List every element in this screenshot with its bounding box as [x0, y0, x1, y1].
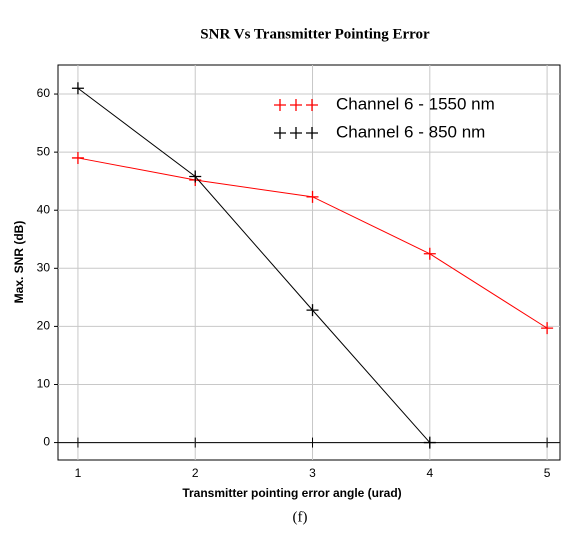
y-tick-label: 60	[37, 86, 51, 100]
marker	[274, 99, 286, 111]
y-tick-label: 40	[37, 202, 51, 216]
y-tick-label: 30	[37, 260, 51, 274]
marker	[306, 190, 319, 203]
plot-area	[57, 64, 561, 461]
chart-title: SNR Vs Transmitter Pointing Error	[200, 26, 430, 42]
y-axis-label: Max. SNR (dB)	[12, 221, 26, 304]
y-tick-label: 50	[37, 144, 51, 158]
x-tick-label: 4	[426, 466, 433, 480]
x-tick-label: 1	[75, 466, 82, 480]
marker	[306, 304, 319, 317]
marker	[306, 127, 318, 139]
y-tick-label: 20	[37, 319, 51, 333]
x-tick-label: 3	[309, 466, 316, 480]
legend-label: Channel 6 - 850 nm	[336, 122, 485, 141]
x-axis-label: Transmitter pointing error angle (urad)	[182, 486, 401, 500]
marker	[274, 127, 286, 139]
marker	[423, 247, 436, 260]
legend-label: Channel 6 - 1550 nm	[336, 94, 495, 113]
marker	[71, 151, 84, 164]
y-tick-label: 10	[37, 377, 51, 391]
caption: (f)	[293, 509, 308, 525]
marker	[306, 99, 318, 111]
marker	[71, 82, 84, 95]
x-tick-label: 5	[544, 466, 551, 480]
y-tick-label: 0	[43, 435, 50, 449]
marker	[541, 322, 554, 335]
series-line	[77, 87, 431, 443]
marker	[290, 127, 302, 139]
x-tick-label: 2	[192, 466, 199, 480]
marker	[423, 436, 436, 449]
marker	[290, 99, 302, 111]
marker	[189, 170, 202, 183]
